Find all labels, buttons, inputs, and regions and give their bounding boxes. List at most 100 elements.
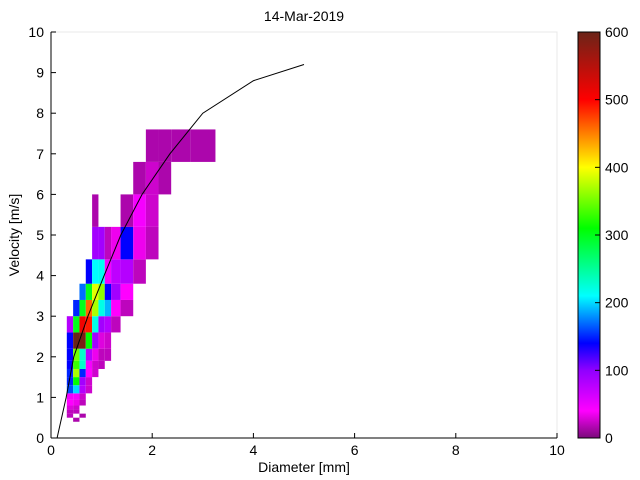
heatmap-cell (133, 194, 146, 227)
colorbar-tick-label: 100 (605, 362, 629, 378)
x-tick-label: 0 (47, 442, 55, 458)
heatmap-cell (98, 360, 105, 369)
fit-curve-line (56, 64, 305, 439)
heatmap-cell (92, 259, 99, 284)
heatmap-cell (98, 332, 105, 349)
y-tick-label: 9 (36, 65, 44, 81)
heatmap-cell (98, 259, 105, 284)
heatmap-cell (85, 259, 93, 284)
heatmap-cell (98, 283, 105, 300)
heatmap-cell (79, 332, 86, 349)
heatmap-cell (92, 299, 99, 317)
heatmap-cell (79, 348, 86, 361)
heatmap-cell (111, 283, 121, 300)
heatmap-cell (120, 299, 134, 317)
heatmap-cell (73, 417, 80, 422)
colorbar-tick-label: 300 (605, 227, 629, 243)
heatmap-cell (120, 259, 134, 284)
heatmap-cell (92, 316, 99, 333)
heatmap-cell (98, 316, 105, 333)
heatmap-cell (66, 399, 74, 406)
heatmap-cell (104, 226, 112, 260)
heatmap-cell (104, 283, 112, 300)
heatmap-cell (145, 226, 159, 260)
heatmap-cell (79, 299, 86, 317)
heatmap-cell (66, 360, 74, 369)
heatmap-cell (66, 377, 74, 386)
heatmap-cell (104, 316, 112, 333)
x-ticks: 0 2 4 6 8 10 (47, 433, 565, 458)
colorbar-tick-label: 0 (605, 430, 613, 446)
heatmap-cell (73, 405, 80, 410)
y-tick-label: 7 (36, 146, 44, 162)
heatmap-cell (85, 283, 93, 300)
chart-title: 14-Mar-2019 (264, 8, 344, 24)
colorbar-tick-label: 500 (605, 92, 629, 108)
heatmap-cell (171, 129, 191, 162)
heatmap-cell (85, 385, 93, 394)
heatmap-cell (85, 377, 93, 386)
heatmap-cell (104, 259, 112, 284)
y-tick-label: 4 (36, 268, 44, 284)
colorbar-tick-label: 600 (605, 24, 629, 40)
x-tick-label: 6 (351, 442, 359, 458)
heatmap-cell (73, 409, 80, 414)
heatmap-cell (92, 283, 99, 300)
x-axis-label: Diameter [mm] (258, 459, 350, 475)
colorbar-ticks: 0 100 200 300 400 500 600 (595, 24, 629, 446)
colorbar-tick-label: 400 (605, 159, 629, 175)
heatmap-cell (92, 226, 99, 260)
x-tick-label: 8 (452, 442, 460, 458)
x-tick-label: 4 (250, 442, 258, 458)
x-tick-label: 10 (549, 442, 565, 458)
heatmap-cell (120, 283, 134, 300)
heatmap-cell (66, 316, 74, 333)
heatmap-cell (111, 299, 121, 317)
heatmap-cell (104, 299, 112, 317)
heatmap-cell (73, 332, 80, 349)
heatmap-cell (104, 332, 112, 349)
heatmap-cell (85, 316, 93, 333)
heatmap-cell (79, 413, 86, 418)
heatmap-cell (145, 129, 159, 162)
colorbar-tick-label: 200 (605, 295, 629, 311)
y-axis-label: Velocity [m/s] (6, 194, 22, 276)
y-tick-label: 8 (36, 105, 44, 121)
y-tick-label: 5 (36, 227, 44, 243)
heatmap-cell (85, 332, 93, 349)
heatmap-cell (73, 385, 80, 394)
y-tick-label: 6 (36, 186, 44, 202)
heatmap-cell (79, 385, 86, 394)
heatmap-cell (79, 283, 86, 300)
heatmap-cell (85, 348, 93, 361)
heatmap-cell (111, 316, 121, 333)
heatmap-cell (111, 226, 121, 260)
heatmap-cell (111, 259, 121, 284)
heatmap-cell (73, 399, 80, 406)
heatmap-cell (92, 194, 99, 227)
heatmap-cell (66, 385, 74, 394)
y-tick-label: 0 (36, 430, 44, 446)
heatmap-cell (145, 161, 159, 195)
heatmap-cell (92, 360, 99, 369)
heatmap-cell (98, 348, 105, 361)
heatmap-cell (79, 316, 86, 333)
heatmap-cell (98, 299, 105, 317)
y-tick-label: 2 (36, 349, 44, 365)
heatmap-cell (85, 360, 93, 369)
heatmap-cell (66, 393, 74, 400)
heatmap-cell (120, 226, 134, 260)
heatmap-cell (85, 299, 93, 317)
heatmap-cell (66, 413, 74, 418)
y-tick-label: 3 (36, 308, 44, 324)
heatmap-cell (66, 368, 74, 378)
heatmap-cell (73, 360, 80, 369)
heatmap-cell (98, 226, 105, 260)
heatmap-cell (158, 161, 172, 195)
heatmap-cell (66, 348, 74, 361)
heatmap-cell (79, 399, 86, 406)
heatmap-cell (79, 368, 86, 378)
heatmap-cells (66, 129, 216, 422)
y-tick-label: 1 (36, 389, 44, 405)
